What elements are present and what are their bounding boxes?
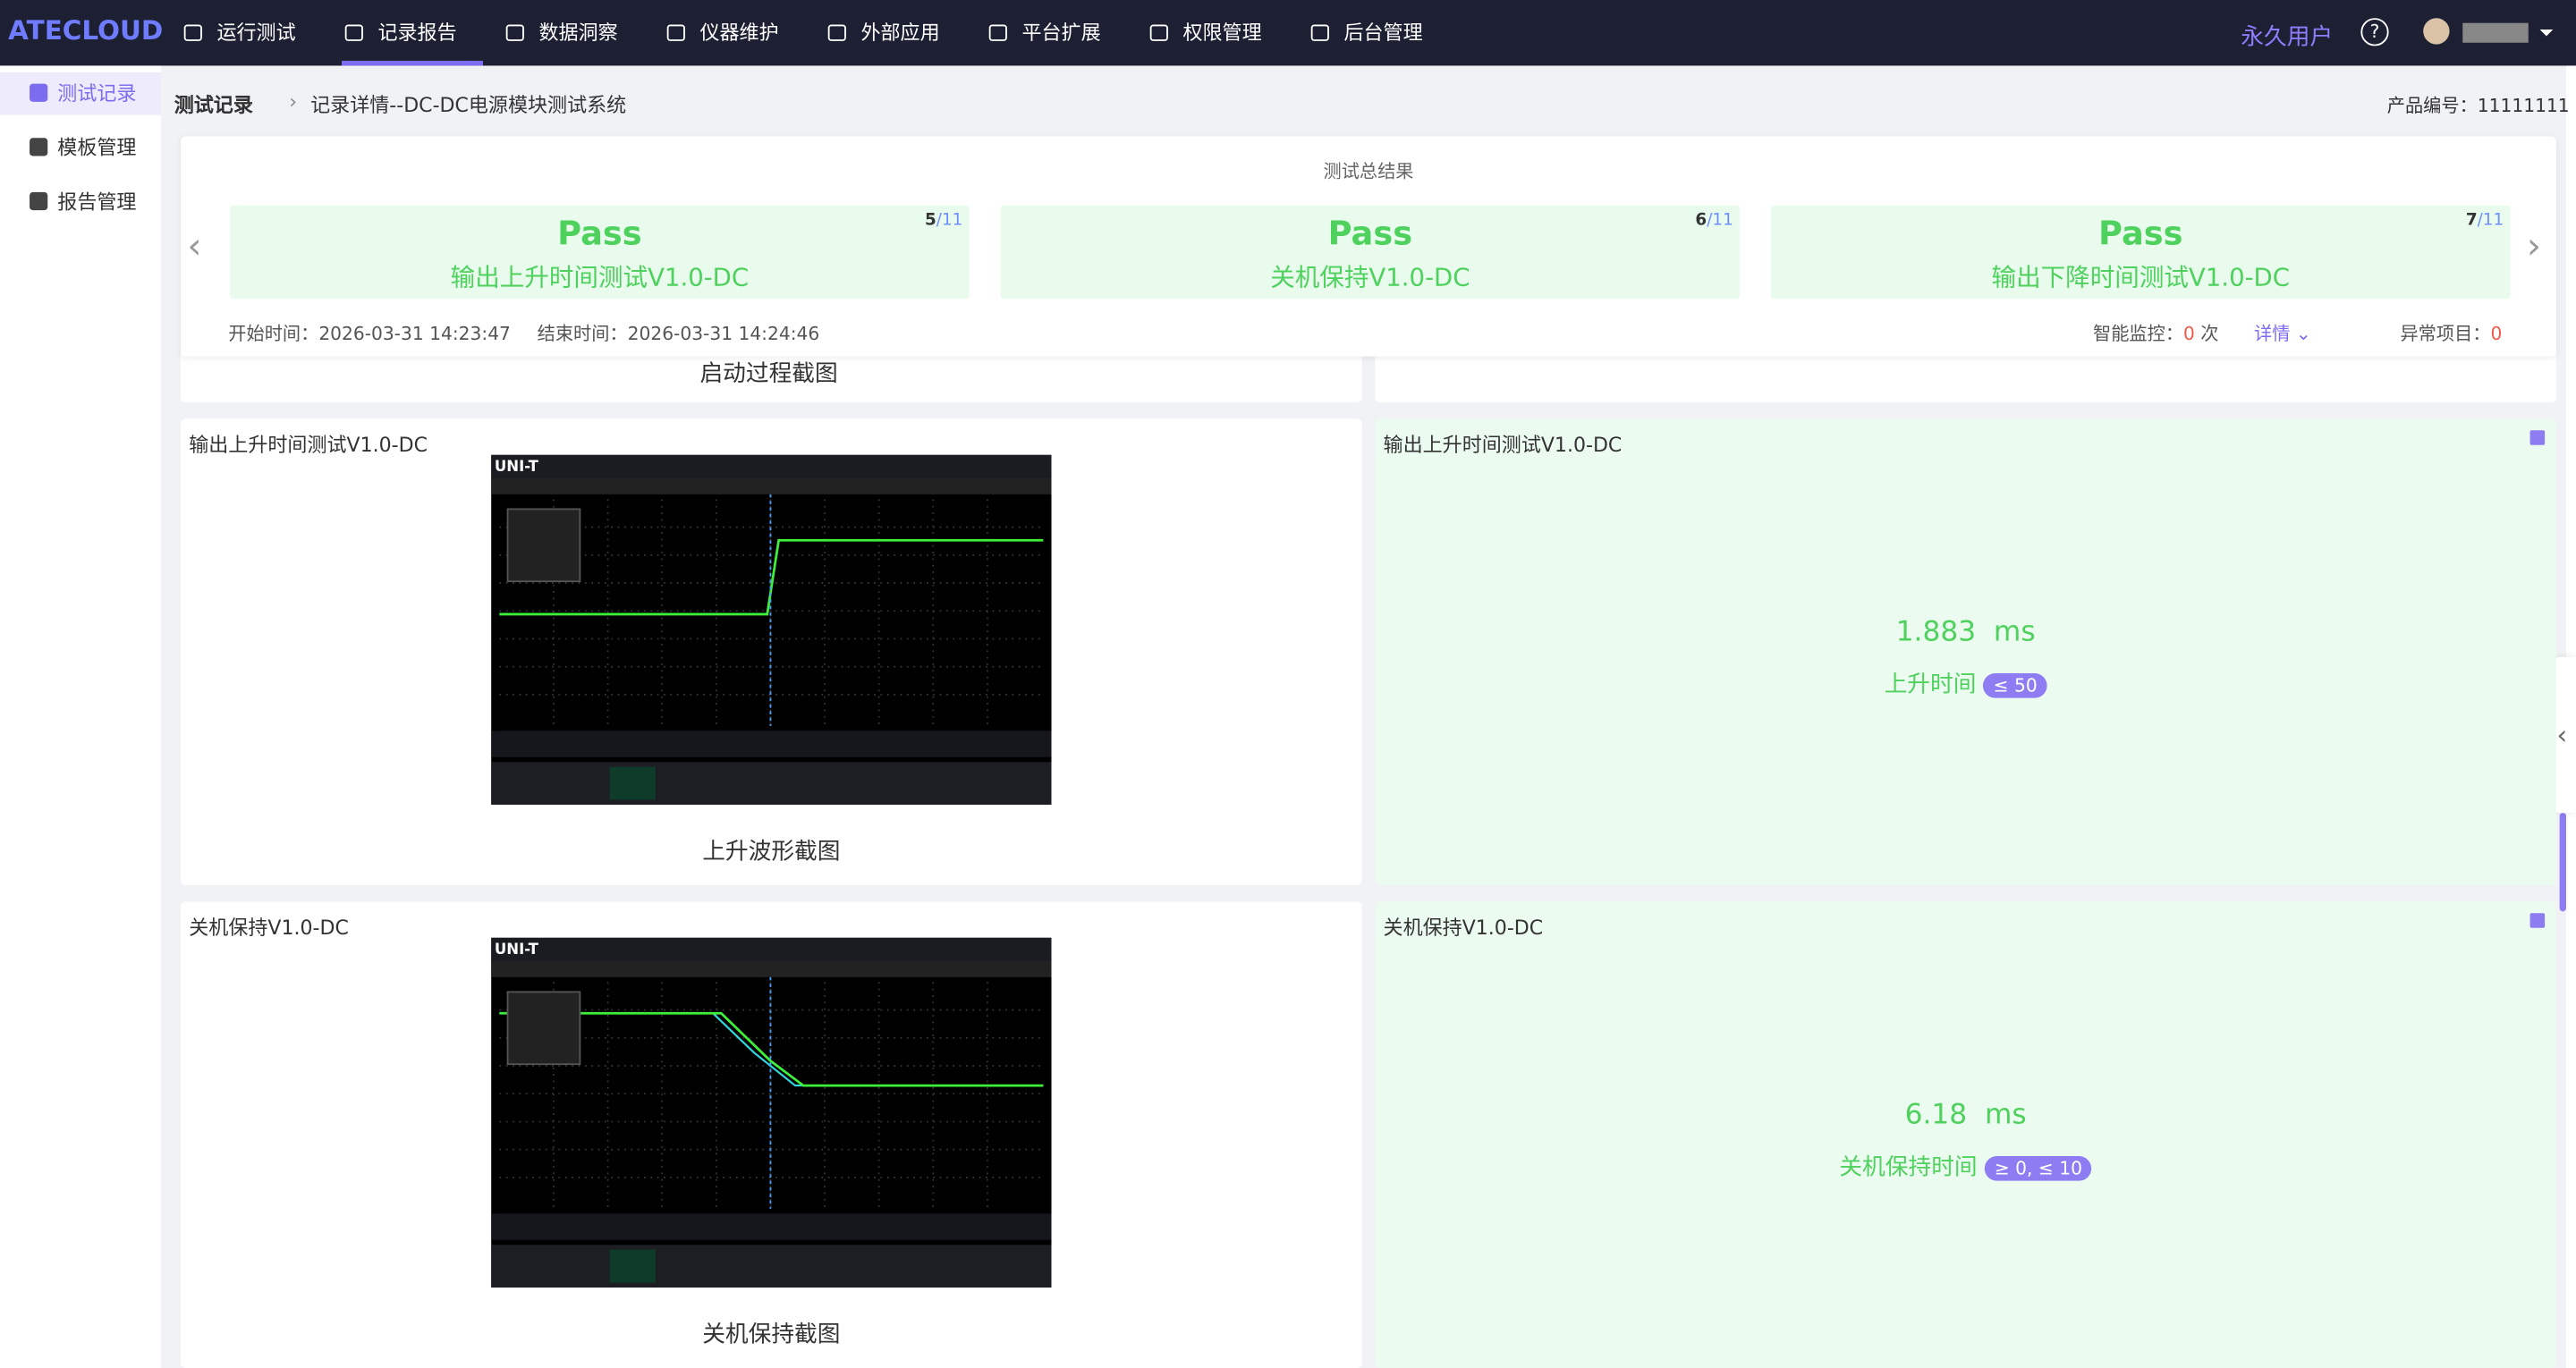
oscilloscope-screenshot: UNI-T bbox=[491, 454, 1052, 806]
prev-arrow[interactable]: ‹ bbox=[187, 226, 202, 268]
result-panel: 输出上升时间测试V1.0-DC 1.883 ms 上升时间 ≤ 50 bbox=[1375, 418, 2556, 886]
label: 结束时间： bbox=[537, 323, 628, 345]
nav-item[interactable]: 平台扩展 bbox=[988, 0, 1101, 65]
label: 产品编号： bbox=[2386, 95, 2478, 117]
nav-label[interactable]: 权限管理 bbox=[1182, 21, 1262, 45]
summary-title: 测试总结果 bbox=[1323, 161, 1414, 182]
nav-item[interactable]: 记录报告 bbox=[344, 0, 457, 65]
monitor: 智能监控：0 次 bbox=[2093, 320, 2219, 346]
user-type[interactable]: 永久用户 bbox=[2241, 24, 2334, 51]
oscilloscope-screenshot: UNI-T bbox=[491, 937, 1052, 1288]
unit: ms bbox=[1993, 615, 2036, 649]
top-bar bbox=[0, 0, 2576, 66]
record-card: 关机保持V1.0-DC UNI-T 关机保持截图 bbox=[181, 901, 1362, 1368]
label: 开始时间： bbox=[228, 323, 319, 345]
result-card[interactable]: 5/11 Pass 输出上升时间测试V1.0-DC bbox=[230, 205, 970, 300]
nav-label[interactable]: 外部应用 bbox=[860, 21, 940, 45]
sidebar-active bbox=[0, 72, 162, 115]
breadcrumb-root[interactable]: 测试记录 bbox=[174, 93, 253, 117]
limit-badge: ≤ 50 bbox=[1983, 673, 2047, 698]
count: 0 bbox=[2490, 323, 2503, 345]
record-card: 输出上升时间测试V1.0-DC UNI-T 上升波形截图 bbox=[181, 418, 1362, 886]
parameter: 上升时间 bbox=[1884, 671, 1977, 698]
end-time: 结束时间：2026-03-31 14:24:46 bbox=[538, 320, 820, 346]
nav-item[interactable]: 后台管理 bbox=[1310, 0, 1423, 65]
count: 0 bbox=[2183, 323, 2195, 345]
scrollbar-thumb[interactable] bbox=[2559, 813, 2566, 912]
sidebar-item[interactable]: 模板管理 bbox=[0, 126, 161, 169]
nav-label[interactable]: 数据洞察 bbox=[538, 21, 618, 45]
screenshot-caption: 上升波形截图 bbox=[702, 839, 841, 866]
nav-item[interactable]: 数据洞察 bbox=[505, 0, 618, 65]
nav-label[interactable]: 平台扩展 bbox=[1021, 21, 1101, 45]
logo: ATECLOUD bbox=[8, 14, 164, 46]
status: Pass bbox=[1327, 213, 1413, 253]
scope-brand: UNI-T bbox=[495, 458, 539, 475]
test-name: 输出下降时间测试V1.0-DC bbox=[1991, 262, 2291, 292]
record-title: 关机保持V1.0-DC bbox=[189, 916, 349, 940]
unit: 次 bbox=[2200, 323, 2219, 345]
position: 5 bbox=[924, 211, 936, 231]
nav-item[interactable]: 仪器维护 bbox=[666, 0, 779, 65]
parameter: 关机保持时间 bbox=[1839, 1154, 1978, 1181]
record-title: 输出上升时间测试V1.0-DC bbox=[189, 433, 428, 457]
scope-brand: UNI-T bbox=[495, 941, 539, 958]
status: Pass bbox=[2098, 213, 2183, 253]
product-label: 产品编号：11111111 bbox=[2387, 92, 2570, 118]
chart-icon[interactable] bbox=[2529, 430, 2546, 445]
measured-value: 1.883 bbox=[1895, 615, 1977, 649]
username-blurred bbox=[2462, 22, 2529, 43]
test-name: 关机保持V1.0-DC bbox=[1270, 262, 1470, 292]
value: 2026-03-31 14:24:46 bbox=[627, 323, 820, 345]
breadcrumb-current: 记录详情--DC-DC电源模块测试系统 bbox=[310, 93, 627, 117]
total: /11 bbox=[2477, 211, 2504, 231]
nav-label[interactable]: 仪器维护 bbox=[699, 21, 779, 45]
sidebar-label[interactable]: 模板管理 bbox=[57, 136, 137, 160]
measured-value: 6.18 bbox=[1904, 1098, 1968, 1132]
total: /11 bbox=[1707, 211, 1733, 231]
label: 智能监控： bbox=[2093, 323, 2184, 345]
caption: 启动过程截图 bbox=[699, 361, 838, 388]
nav-item[interactable]: 运行测试 bbox=[183, 0, 296, 65]
screenshot-caption: 关机保持截图 bbox=[702, 1322, 841, 1348]
result-card[interactable]: 7/11 Pass 输出下降时间测试V1.0-DC bbox=[1771, 205, 2511, 300]
sidebar-label[interactable]: 报告管理 bbox=[57, 190, 137, 214]
nav-label[interactable]: 记录报告 bbox=[377, 21, 457, 45]
position: 6 bbox=[1695, 211, 1707, 231]
next-arrow[interactable]: › bbox=[2526, 226, 2542, 268]
result-title: 关机保持V1.0-DC bbox=[1383, 916, 1544, 940]
sidebar-item[interactable]: 测试记录 bbox=[0, 72, 161, 115]
avatar[interactable] bbox=[2423, 18, 2450, 45]
value: 11111111 bbox=[2477, 95, 2570, 117]
sidebar-item[interactable]: 报告管理 bbox=[0, 181, 161, 224]
value: 2026-03-31 14:23:47 bbox=[318, 323, 511, 345]
chart-icon[interactable] bbox=[2529, 913, 2546, 928]
sidebar bbox=[0, 65, 162, 1368]
label: 异常项目： bbox=[2400, 323, 2491, 345]
sidebar-label[interactable]: 测试记录 bbox=[57, 81, 137, 106]
nav-item[interactable]: 外部应用 bbox=[827, 0, 940, 65]
position: 7 bbox=[2465, 211, 2478, 231]
detail-toggle[interactable]: 详情 ⌄ bbox=[2254, 323, 2311, 345]
nav-label[interactable]: 后台管理 bbox=[1343, 21, 1423, 45]
status: Pass bbox=[557, 213, 642, 253]
nav-label[interactable]: 运行测试 bbox=[216, 21, 296, 45]
unit: ms bbox=[1985, 1098, 2027, 1132]
nav-active-indicator bbox=[342, 60, 484, 66]
abnormal: 异常项目：0 bbox=[2400, 320, 2502, 346]
result-title: 输出上升时间测试V1.0-DC bbox=[1383, 433, 1623, 457]
label[interactable]: 详情 bbox=[2254, 323, 2291, 345]
start-time: 开始时间：2026-03-31 14:23:47 bbox=[228, 320, 511, 346]
test-name: 输出上升时间测试V1.0-DC bbox=[450, 262, 750, 292]
result-panel: 关机保持V1.0-DC 6.18 ms 关机保持时间 ≥ 0, ≤ 10 bbox=[1375, 901, 2556, 1368]
limit-badge: ≥ 0, ≤ 10 bbox=[1984, 1156, 2092, 1181]
nav-item[interactable]: 权限管理 bbox=[1149, 0, 1262, 65]
total: /11 bbox=[936, 211, 963, 231]
dropdown-arrow[interactable] bbox=[2539, 30, 2554, 43]
help-icon[interactable]: ? bbox=[2360, 18, 2389, 46]
result-card[interactable]: 6/11 Pass 关机保持V1.0-DC bbox=[1000, 205, 1741, 300]
